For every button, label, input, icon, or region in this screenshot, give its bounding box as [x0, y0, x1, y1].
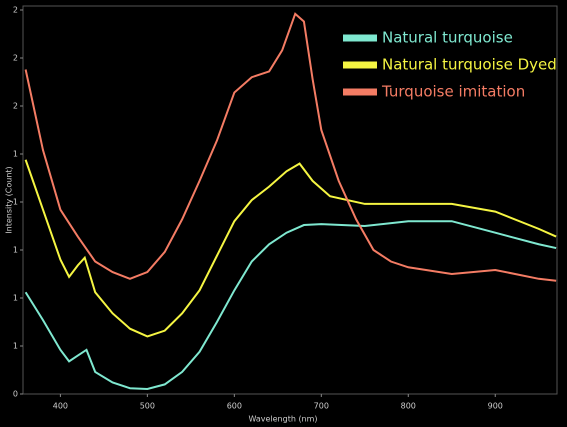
y-tick-label: 1 [13, 294, 18, 303]
y-tick-label: 2 [13, 102, 18, 111]
x-axis-label: Wavelength (nm) [248, 415, 317, 424]
y-tick-label: 0 [13, 390, 18, 399]
x-tick-label: 900 [488, 402, 503, 411]
series-line [24, 159, 557, 338]
legend-label: Natural turquoise Dyed [382, 56, 557, 74]
y-axis-label: Intensity (Count) [5, 166, 14, 233]
y-tick-label: 1 [13, 150, 18, 159]
series-line [24, 220, 557, 391]
plot-area [22, 5, 558, 395]
series-line [24, 12, 557, 282]
y-tick-label: 1 [13, 246, 18, 255]
y-tick-label: 2 [13, 54, 18, 63]
x-tick-label: 400 [53, 402, 68, 411]
legend-label: Turquoise imitation [381, 83, 525, 101]
y-tick-label: 2 [13, 6, 18, 15]
y-tick-label: 1 [13, 342, 18, 351]
x-tick-label: 600 [227, 402, 242, 411]
y-tick-label: 1 [13, 198, 18, 207]
x-tick-label: 500 [140, 402, 155, 411]
x-tick-label: 800 [401, 402, 416, 411]
legend-label: Natural turquoise [382, 29, 513, 47]
x-tick-label: 700 [314, 402, 329, 411]
